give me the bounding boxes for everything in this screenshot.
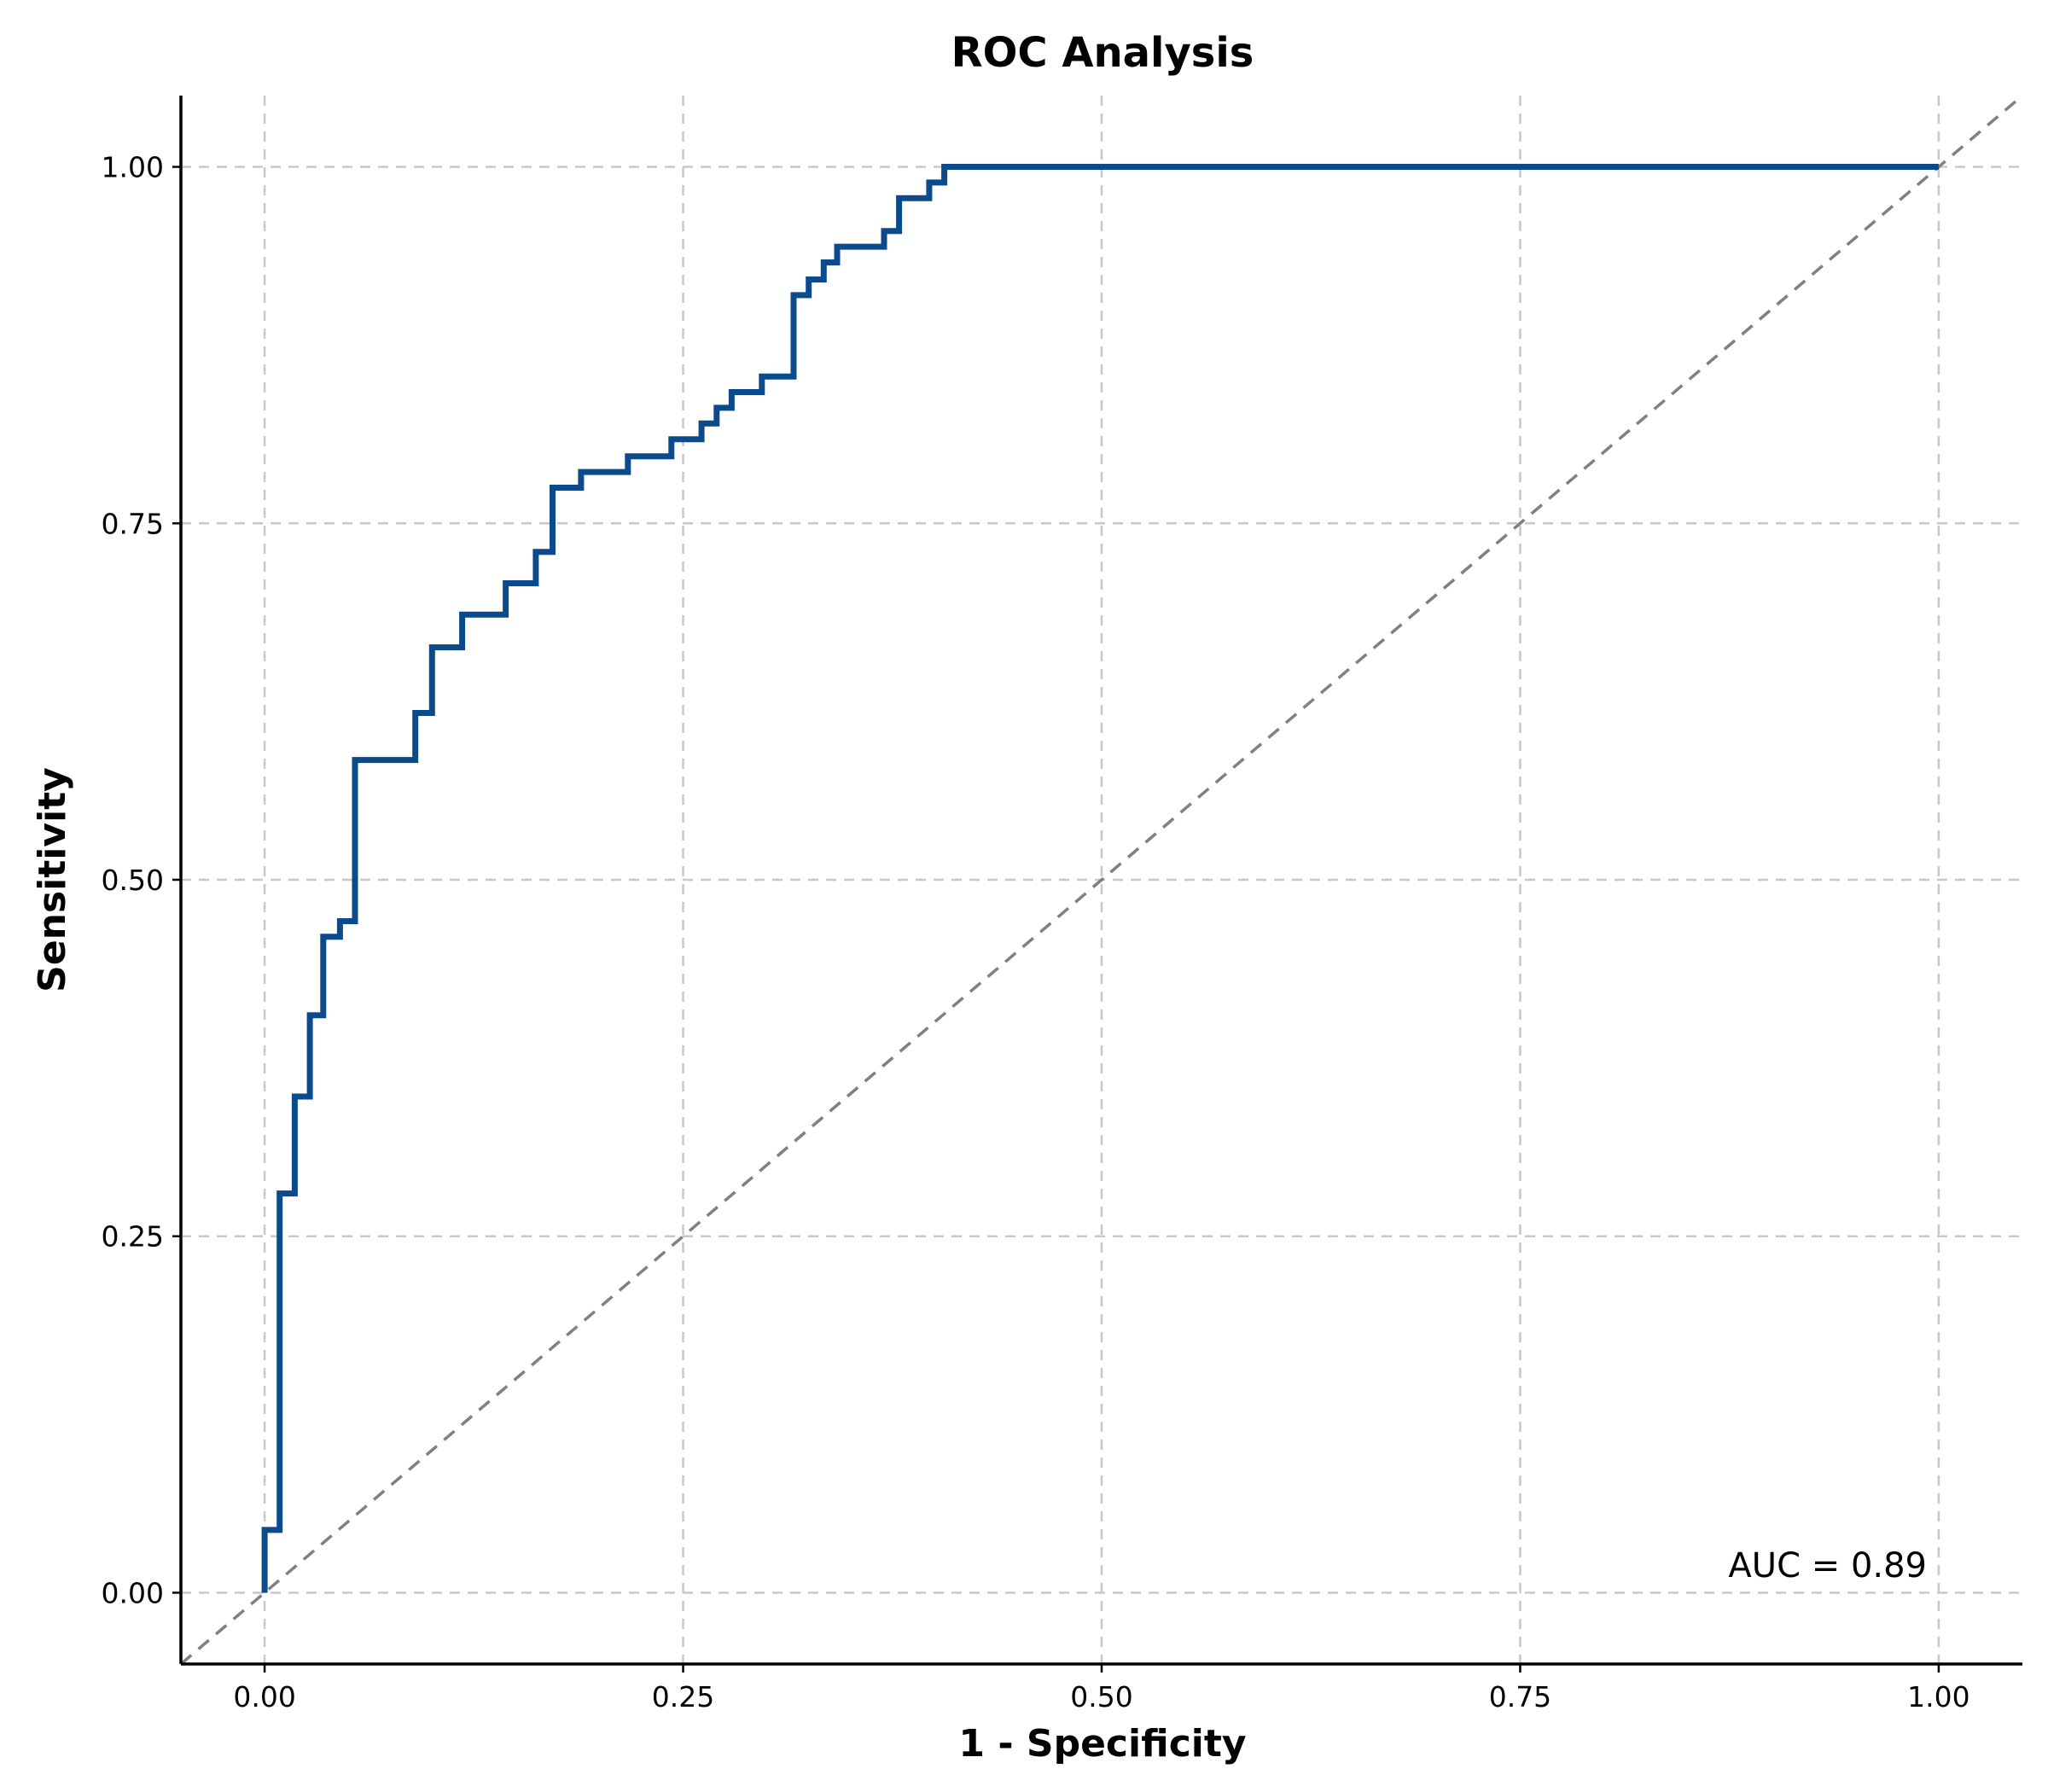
y-tick-label: 0.25 (102, 1220, 164, 1254)
x-tick-label: 0.00 (233, 1680, 295, 1713)
y-tick-label: 1.00 (102, 151, 164, 184)
y-tick-label: 0.75 (102, 507, 164, 540)
x-tick-label: 0.75 (1489, 1680, 1551, 1713)
chart-title: ROC Analysis (951, 29, 1254, 77)
chance-diagonal-line (179, 94, 2024, 1666)
x-axis-label: 1 - Specificity (958, 1722, 1246, 1766)
roc-curve-line (261, 164, 1939, 1593)
ticks: 0.00 0.25 0.50 0.75 1.00 0.00 0.25 0.50 0.75 1.00 (102, 151, 1970, 1713)
y-axis-label: Sensitivity (31, 767, 74, 992)
x-tick-label: 1.00 (1907, 1680, 1969, 1713)
auc-annotation: AUC = 0.89 (1728, 1546, 1927, 1585)
y-tick-label: 0.50 (102, 864, 164, 897)
y-tick-label: 0.00 (102, 1576, 164, 1609)
x-tick-label: 0.25 (652, 1680, 714, 1713)
x-tick-label: 0.50 (1070, 1680, 1132, 1713)
plot-area (179, 94, 2024, 1666)
